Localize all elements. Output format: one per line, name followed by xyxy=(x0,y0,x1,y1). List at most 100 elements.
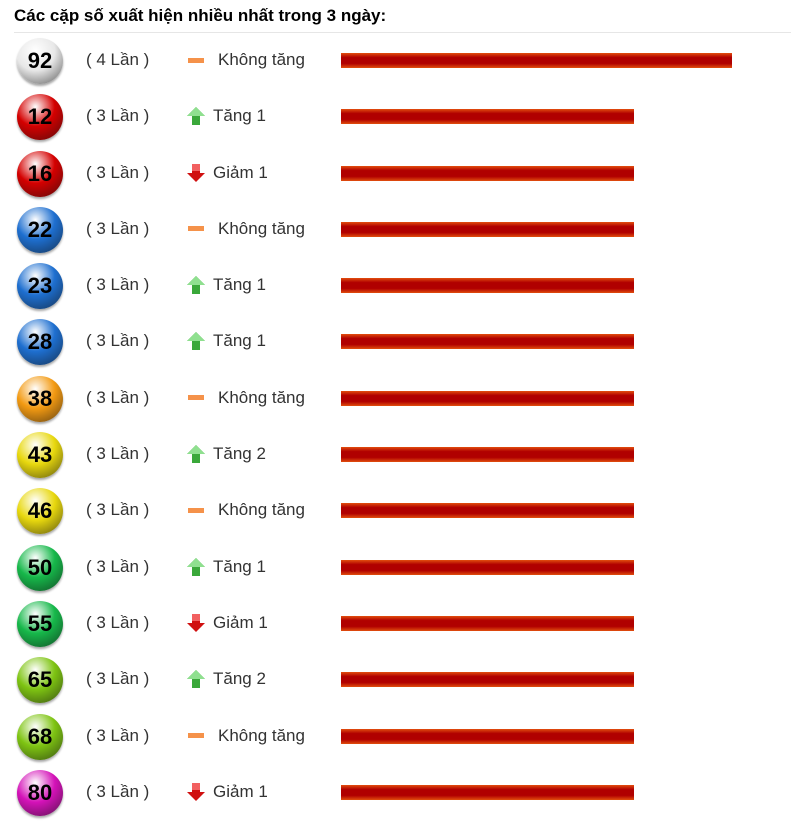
number-ball: 80 xyxy=(17,769,63,816)
trend-label: Tăng 1 xyxy=(213,331,266,351)
count-label: ( 3 Lần ) xyxy=(86,275,150,295)
trend: Không tăng xyxy=(186,50,305,70)
count-label: ( 3 Lần ) xyxy=(86,106,150,126)
number-ball: 46 xyxy=(17,488,63,535)
dash-icon xyxy=(188,57,204,63)
number-ball: 38 xyxy=(17,375,63,422)
count-label: ( 3 Lần ) xyxy=(86,331,150,351)
trend: Tăng 1 xyxy=(186,106,266,126)
arrow-up-icon xyxy=(186,106,206,126)
dash-icon xyxy=(188,395,204,401)
list-item: 92 ( 4 Lần ) Không tăng xyxy=(0,32,795,88)
section-title: Các cặp số xuất hiện nhiều nhất trong 3 … xyxy=(14,6,387,25)
dash-icon xyxy=(188,733,204,739)
trend-label: Không tăng xyxy=(218,725,305,745)
count-label: ( 3 Lần ) xyxy=(86,781,150,801)
frequency-bar xyxy=(341,559,635,575)
trend-label: Tăng 2 xyxy=(213,444,266,464)
frequency-bar xyxy=(341,784,635,800)
frequency-bar xyxy=(341,615,635,631)
count-label: ( 3 Lần ) xyxy=(86,218,150,238)
list-item: 12 ( 3 Lần ) Tăng 1 xyxy=(0,88,795,144)
arrow-down-icon xyxy=(186,163,206,183)
frequency-bar xyxy=(341,728,635,744)
count-label: ( 3 Lần ) xyxy=(86,556,150,576)
list-item: 16 ( 3 Lần ) Giảm 1 xyxy=(0,145,795,201)
arrow-up-icon xyxy=(186,331,206,351)
frequency-bar xyxy=(341,109,635,125)
trend: Tăng 1 xyxy=(186,557,266,577)
trend: Không tăng xyxy=(186,388,305,408)
trend-label: Tăng 1 xyxy=(213,556,266,576)
count-label: ( 3 Lần ) xyxy=(86,444,150,464)
trend: Không tăng xyxy=(186,219,305,239)
arrow-up-icon xyxy=(186,669,206,689)
count-label: ( 4 Lần ) xyxy=(86,50,150,69)
number-ball: 92 xyxy=(17,38,63,84)
trend: Giảm 1 xyxy=(186,163,268,183)
number-ball: 68 xyxy=(17,713,63,760)
arrow-down-icon xyxy=(186,613,206,633)
count-label: ( 3 Lần ) xyxy=(86,500,150,520)
trend: Giảm 1 xyxy=(186,782,268,802)
trend-label: Tăng 1 xyxy=(213,275,266,295)
number-ball: 28 xyxy=(17,319,63,366)
list-item: 65 ( 3 Lần ) Tăng 2 xyxy=(0,651,795,707)
trend-label: Tăng 1 xyxy=(213,106,266,126)
number-ball: 55 xyxy=(17,600,63,647)
frequency-bar xyxy=(341,278,635,294)
frequency-bar xyxy=(341,447,635,463)
frequency-bar xyxy=(341,672,635,688)
dash-icon xyxy=(188,507,204,513)
frequency-bar xyxy=(341,390,635,406)
trend-label: Không tăng xyxy=(218,500,305,520)
trend: Tăng 2 xyxy=(186,669,266,689)
trend-label: Không tăng xyxy=(218,218,305,238)
list-item: 22 ( 3 Lần ) Không tăng xyxy=(0,201,795,257)
trend: Tăng 1 xyxy=(186,331,266,351)
number-ball: 43 xyxy=(17,432,63,479)
list-item: 38 ( 3 Lần ) Không tăng xyxy=(0,370,795,426)
list-item: 23 ( 3 Lần ) Tăng 1 xyxy=(0,257,795,313)
arrow-up-icon xyxy=(186,557,206,577)
list-item: 55 ( 3 Lần ) Giảm 1 xyxy=(0,595,795,651)
frequency-bar xyxy=(341,221,635,237)
trend: Tăng 2 xyxy=(186,444,266,464)
trend: Không tăng xyxy=(186,500,305,520)
count-label: ( 3 Lần ) xyxy=(86,162,150,182)
frequency-bar xyxy=(341,53,732,68)
list-item: 43 ( 3 Lần ) Tăng 2 xyxy=(0,426,795,482)
number-ball: 12 xyxy=(17,94,63,141)
number-ball: 23 xyxy=(17,263,63,310)
arrow-up-icon xyxy=(186,275,206,295)
trend-label: Không tăng xyxy=(218,50,305,69)
trend-label: Giảm 1 xyxy=(213,612,268,632)
arrow-up-icon xyxy=(186,444,206,464)
count-label: ( 3 Lần ) xyxy=(86,612,150,632)
frequency-bar xyxy=(341,334,635,350)
trend-label: Không tăng xyxy=(218,387,305,407)
trend-label: Giảm 1 xyxy=(213,781,268,801)
count-label: ( 3 Lần ) xyxy=(86,669,150,689)
trend: Không tăng xyxy=(186,726,305,746)
trend-label: Tăng 2 xyxy=(213,669,266,689)
count-label: ( 3 Lần ) xyxy=(86,387,150,407)
list-item: 28 ( 3 Lần ) Tăng 1 xyxy=(0,313,795,369)
count-label: ( 3 Lần ) xyxy=(86,725,150,745)
list-item: 80 ( 3 Lần ) Giảm 1 xyxy=(0,764,795,820)
arrow-down-icon xyxy=(186,782,206,802)
number-ball: 22 xyxy=(17,206,63,253)
number-ball: 50 xyxy=(17,544,63,591)
list-item: 68 ( 3 Lần ) Không tăng xyxy=(0,708,795,764)
frequency-bar xyxy=(341,503,635,519)
number-ball: 65 xyxy=(17,657,63,704)
divider xyxy=(14,32,791,33)
frequency-bar xyxy=(341,165,635,181)
dash-icon xyxy=(188,226,204,232)
trend: Tăng 1 xyxy=(186,275,266,295)
trend-label: Giảm 1 xyxy=(213,162,268,182)
list-item: 46 ( 3 Lần ) Không tăng xyxy=(0,482,795,538)
number-list: 92 ( 4 Lần ) Không tăng 12 ( 3 Lần ) Tăn… xyxy=(0,32,795,820)
list-item: 50 ( 3 Lần ) Tăng 1 xyxy=(0,539,795,595)
trend: Giảm 1 xyxy=(186,613,268,633)
